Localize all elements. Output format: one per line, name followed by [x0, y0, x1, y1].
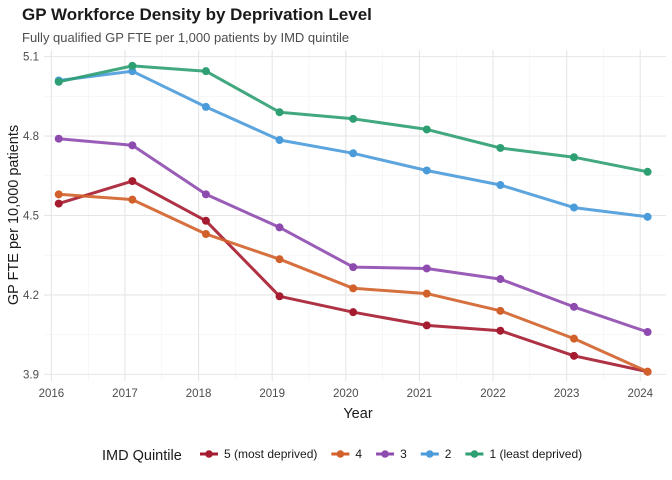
data-point: [496, 275, 505, 284]
legend-label: 4: [355, 447, 362, 461]
data-point: [201, 216, 210, 225]
legend-item: 1 (least deprived): [465, 447, 582, 461]
data-point: [496, 143, 505, 152]
legend-key-point: [381, 450, 389, 458]
data-point: [275, 292, 284, 301]
legend-item: 2: [420, 447, 452, 461]
x-tick-label: 2024: [627, 388, 653, 400]
series-line: [57, 137, 650, 334]
y-tick-label: 3.9: [23, 369, 39, 381]
legend-title: IMD Quintile: [102, 448, 182, 464]
series-group: [54, 190, 652, 376]
y-tick-label: 5.1: [23, 52, 39, 64]
legend-key-point: [470, 450, 479, 458]
legend-item: 4: [331, 447, 362, 461]
data-point: [128, 61, 137, 70]
legend-label: 2: [445, 447, 452, 461]
data-point: [275, 255, 284, 264]
legend: IMD Quintile 5 (most deprived) 4 3 2 1 (leas…: [102, 447, 582, 464]
data-point: [349, 284, 358, 293]
series-group: [54, 177, 652, 376]
data-point: [201, 190, 210, 199]
x-tick-label: 2019: [259, 388, 285, 400]
data-point: [201, 102, 210, 111]
data-point: [422, 264, 431, 273]
data-point: [128, 177, 137, 186]
data-point: [422, 166, 431, 175]
series-group: [54, 61, 652, 176]
x-axis-ticks: 2016 2017 2018 2019 2020 2021 2022 2023 2024: [39, 388, 654, 400]
data-point: [275, 223, 284, 232]
data-point: [569, 351, 578, 360]
series-group: [54, 134, 652, 337]
legend-label: 1 (least deprived): [489, 447, 582, 461]
chart-title: GP Workforce Density by Deprivation Leve…: [22, 5, 372, 24]
legend-label: 3: [400, 447, 407, 461]
data-point: [569, 334, 578, 343]
data-point: [496, 326, 505, 335]
data-point: [569, 302, 578, 311]
x-tick-label: 2022: [480, 388, 506, 400]
legend-item: 5 (most deprived): [200, 447, 317, 461]
legend-key-point: [425, 450, 434, 458]
series-line: [57, 192, 650, 374]
legend-key-point: [336, 450, 345, 458]
data-point: [643, 167, 652, 176]
data-point: [201, 67, 210, 76]
data-point: [569, 203, 578, 212]
data-point: [54, 77, 63, 86]
legend-label: 5 (most deprived): [224, 447, 317, 461]
data-point: [201, 230, 210, 239]
data-point: [569, 153, 578, 162]
series-line: [57, 69, 650, 219]
x-tick-label: 2020: [333, 388, 359, 400]
x-tick-label: 2021: [407, 388, 433, 400]
data-point: [643, 212, 652, 221]
x-tick-label: 2017: [112, 388, 138, 400]
data-point: [349, 114, 358, 123]
series-group: [54, 67, 652, 221]
series-line: [57, 179, 650, 374]
y-tick-label: 4.8: [23, 131, 39, 143]
data-point: [496, 181, 505, 190]
series-layer: [54, 61, 652, 376]
data-point: [275, 108, 284, 117]
data-point: [128, 195, 137, 204]
data-point: [422, 321, 431, 330]
data-point: [643, 328, 652, 337]
data-point: [349, 149, 358, 158]
legend-key-point: [205, 450, 213, 458]
data-point: [275, 136, 284, 145]
legend-item: 3: [376, 447, 407, 461]
data-point: [422, 125, 431, 134]
data-point: [54, 199, 63, 208]
data-point: [54, 190, 63, 199]
data-point: [349, 263, 358, 272]
major-gridlines: [44, 50, 666, 381]
data-point: [643, 367, 652, 376]
y-axis-ticks: 3.9 4.2 4.5 4.8 5.1: [23, 52, 39, 382]
x-axis-title: Year: [343, 406, 372, 422]
y-axis-title: GP FTE per 10,000 patients: [6, 125, 22, 305]
data-point: [54, 134, 63, 143]
x-tick-label: 2016: [39, 388, 65, 400]
y-tick-label: 4.5: [23, 211, 39, 223]
data-point: [496, 306, 505, 315]
x-tick-label: 2018: [186, 388, 212, 400]
x-tick-label: 2023: [554, 388, 580, 400]
data-point: [349, 308, 358, 317]
data-point: [128, 141, 137, 150]
chart-subtitle: Fully qualified GP FTE per 1,000 patient…: [22, 30, 350, 45]
y-tick-label: 4.2: [23, 290, 39, 302]
data-point: [422, 289, 431, 298]
